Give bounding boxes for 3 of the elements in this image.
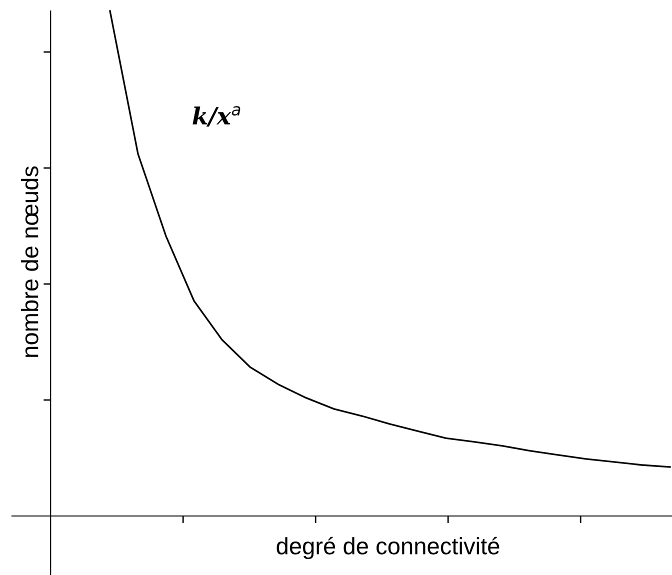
y-axis-title: nombre de nœuds — [20, 166, 38, 357]
annotation: k/x$^{a}$ — [192, 106, 240, 127]
x-axis-title: degré de connectivité — [276, 536, 500, 560]
